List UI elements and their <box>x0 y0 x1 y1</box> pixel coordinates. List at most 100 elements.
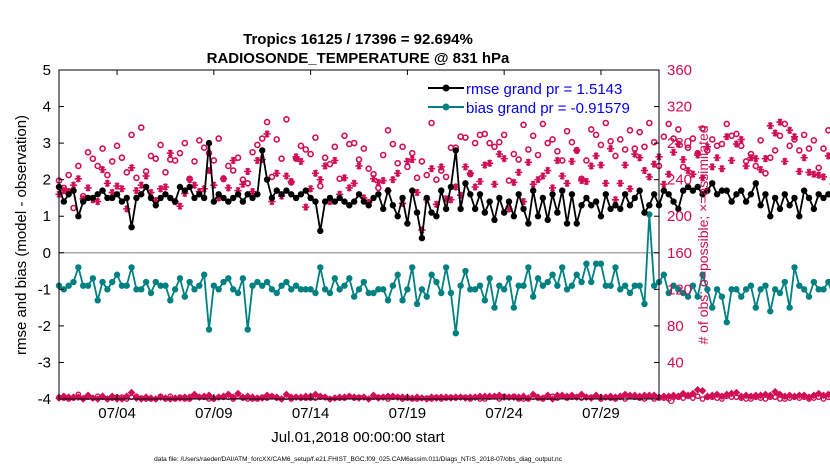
rmse-point <box>592 198 600 205</box>
possible-point <box>84 148 92 156</box>
possible-point <box>612 152 619 160</box>
bias-point <box>621 282 629 289</box>
bias-point <box>554 282 561 289</box>
assimilated-point <box>698 174 707 182</box>
rmse-point <box>471 205 479 213</box>
assimilated-point <box>166 149 174 157</box>
chart-title-line1: Tropics 16125 / 17396 = 92.694% <box>243 31 473 48</box>
bias-point <box>404 286 411 293</box>
possible-point <box>558 157 566 164</box>
assimilated-point <box>302 203 310 211</box>
assimilated-point <box>413 188 421 197</box>
rmse-point <box>467 191 474 198</box>
rmse-point <box>409 187 416 194</box>
possible-point <box>365 165 372 172</box>
rmse-point <box>355 191 363 198</box>
rmse-point <box>104 194 111 202</box>
rmse-point <box>413 209 421 216</box>
bias-point <box>176 275 184 282</box>
rmse-point <box>578 202 585 209</box>
bias-point <box>365 289 372 297</box>
possible-point <box>428 119 435 127</box>
assimilated-point <box>229 156 237 165</box>
possible-low-point <box>825 394 830 401</box>
possible-point <box>800 131 808 139</box>
rmse-point <box>418 234 426 242</box>
rmse-point <box>718 187 726 194</box>
possible-point <box>607 137 614 145</box>
assimilated-low-point <box>761 390 770 399</box>
bias-point <box>423 293 430 300</box>
rmse-point <box>462 180 469 187</box>
possible-point <box>176 149 184 157</box>
rmse-point <box>675 205 682 213</box>
assimilated-low-point <box>824 390 830 399</box>
rmse-point <box>191 194 198 202</box>
bias-point <box>399 297 406 304</box>
rmse-point <box>781 191 789 198</box>
rmse-point <box>500 209 508 216</box>
assimilated-point <box>665 170 673 178</box>
rmse-point <box>621 191 629 198</box>
assimilated-point <box>176 202 184 210</box>
possible-point <box>520 121 527 129</box>
bias-point <box>496 282 503 289</box>
rmse-point <box>660 187 668 194</box>
assimilated-point <box>476 177 484 186</box>
rmse-point <box>142 183 150 191</box>
bias-point <box>109 278 116 286</box>
possible-point <box>75 162 82 170</box>
assimilated-low-point <box>451 393 460 401</box>
possible-low-point <box>593 393 599 400</box>
assimilated-point <box>621 161 629 169</box>
x-axis-label: Jul.01,2018 00:00:00 start <box>271 429 445 446</box>
bias-point <box>292 282 300 289</box>
assimilated-point <box>727 156 736 165</box>
rmse-point <box>75 213 82 220</box>
rmse-point <box>360 198 368 205</box>
assimilated-low-point <box>461 394 470 402</box>
assimilated-point <box>427 165 436 173</box>
rmse-point <box>539 194 547 202</box>
rmse-point <box>379 205 387 213</box>
bias-point <box>462 267 469 275</box>
possible-point <box>776 132 784 140</box>
possible-point <box>462 134 469 141</box>
right-y-tick-label: 200 <box>667 208 692 225</box>
bias-point <box>675 286 682 293</box>
rmse-point <box>549 191 556 198</box>
assimilated-point <box>224 184 232 192</box>
rmse-point <box>505 198 513 205</box>
possible-point <box>529 132 537 140</box>
rmse-point <box>404 220 411 227</box>
rmse-point <box>292 194 300 202</box>
bias-point <box>752 304 759 311</box>
possible-point <box>215 135 222 142</box>
rmse-point <box>200 194 208 202</box>
possible-point <box>496 138 503 146</box>
possible-point <box>312 134 319 141</box>
bias-point <box>670 282 677 289</box>
possible-point <box>263 118 271 126</box>
bias-point <box>825 278 830 286</box>
assimilated-point <box>626 185 634 193</box>
rmse-point <box>602 191 609 198</box>
possible-point <box>152 155 160 162</box>
assimilated-low-point <box>311 390 320 399</box>
rmse-point <box>762 191 769 198</box>
legend: rmse grand pr = 1.5143 bias grand pr = -… <box>428 81 630 117</box>
possible-low-point <box>680 395 687 401</box>
bias-point <box>302 286 309 293</box>
bias-point <box>268 286 276 293</box>
possible-low-point <box>167 393 174 400</box>
rmse-point <box>636 187 643 194</box>
rmse-point <box>215 191 222 198</box>
possible-point <box>679 163 687 171</box>
bias-point <box>220 278 227 286</box>
possible-low-point <box>762 396 769 402</box>
x-tick-label: 07/04 <box>98 405 136 422</box>
assimilated-point <box>713 154 721 162</box>
rmse-point <box>123 194 130 202</box>
rmse-point <box>225 198 232 205</box>
rmse-point <box>133 194 140 202</box>
